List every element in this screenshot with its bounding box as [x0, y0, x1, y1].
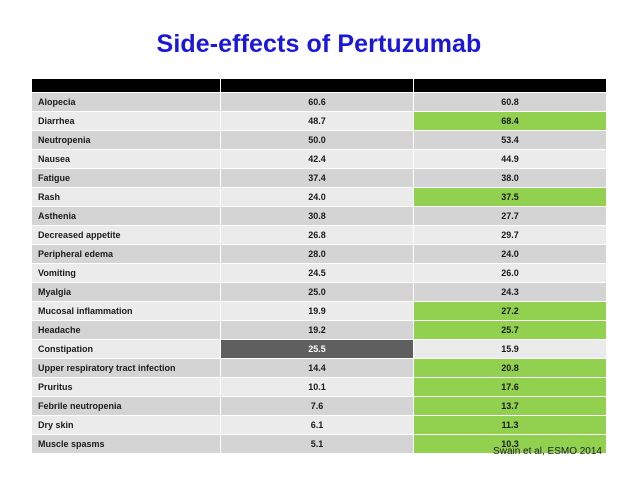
- table-row: Rash 24.0 37.5: [32, 188, 606, 207]
- header-cell-pertuzumab: [413, 79, 606, 92]
- adverse-event-name: Decreased appetite: [32, 226, 220, 244]
- value-cell-col2: 5.1: [220, 435, 413, 453]
- citation-text: Swain et al, ESMO 2014: [493, 446, 602, 457]
- value-cell-col3: 27.7: [413, 207, 606, 225]
- value-cell-col2: 26.8: [220, 226, 413, 244]
- side-effects-table: Alopecia 60.6 60.8 Diarrhea 48.7 68.4 Neutrope…: [32, 79, 606, 454]
- value-cell-col3: 38.0: [413, 169, 606, 187]
- adverse-event-name: Rash: [32, 188, 220, 206]
- value-cell-col2: 24.5: [220, 264, 413, 282]
- adverse-event-name: Asthenia: [32, 207, 220, 225]
- table-row: Vomiting 24.5 26.0: [32, 264, 606, 283]
- value-cell-col3: 60.8: [413, 93, 606, 111]
- value-cell-col3: 27.2: [413, 302, 606, 320]
- adverse-event-name: Constipation: [32, 340, 220, 358]
- adverse-event-name: Dry skin: [32, 416, 220, 434]
- value-cell-col2: 24.0: [220, 188, 413, 206]
- value-cell-col2: 42.4: [220, 150, 413, 168]
- value-cell-col3: 20.8: [413, 359, 606, 377]
- value-cell-col2: 37.4: [220, 169, 413, 187]
- value-cell-col2: 25.0: [220, 283, 413, 301]
- table-row: Neutropenia 50.0 53.4: [32, 131, 606, 150]
- value-cell-col3: 25.7: [413, 321, 606, 339]
- value-cell-col2: 30.8: [220, 207, 413, 225]
- adverse-event-name: Fatigue: [32, 169, 220, 187]
- table-row: Pruritus 10.1 17.6: [32, 378, 606, 397]
- table-row: Febrile neutropenia 7.6 13.7: [32, 397, 606, 416]
- value-cell-col2: 10.1: [220, 378, 413, 396]
- value-cell-col3: 53.4: [413, 131, 606, 149]
- value-cell-col3: 26.0: [413, 264, 606, 282]
- adverse-event-name: Neutropenia: [32, 131, 220, 149]
- value-cell-col3: 29.7: [413, 226, 606, 244]
- table-row: Myalgia 25.0 24.3: [32, 283, 606, 302]
- table-row: Alopecia 60.6 60.8: [32, 93, 606, 112]
- table-row: Asthenia 30.8 27.7: [32, 207, 606, 226]
- table-row: Muscle spasms 5.1 10.3: [32, 435, 606, 454]
- table-row: Constipation 25.5 15.9: [32, 340, 606, 359]
- value-cell-col3: 37.5: [413, 188, 606, 206]
- table-header-row: [32, 79, 606, 93]
- table-row: Mucosal inflammation 19.9 27.2: [32, 302, 606, 321]
- table-body: Alopecia 60.6 60.8 Diarrhea 48.7 68.4 Neutrope…: [32, 93, 606, 454]
- adverse-event-name: Muscle spasms: [32, 435, 220, 453]
- adverse-event-name: Nausea: [32, 150, 220, 168]
- value-cell-col2: 28.0: [220, 245, 413, 263]
- value-cell-col2: 7.6: [220, 397, 413, 415]
- table-row: Dry skin 6.1 11.3: [32, 416, 606, 435]
- table-row: Nausea 42.4 44.9: [32, 150, 606, 169]
- value-cell-col3: 11.3: [413, 416, 606, 434]
- header-cell-placebo: [220, 79, 413, 92]
- value-cell-col2: 25.5: [220, 340, 413, 358]
- value-cell-col3: 24.3: [413, 283, 606, 301]
- table-row: Decreased appetite 26.8 29.7: [32, 226, 606, 245]
- value-cell-col3: 68.4: [413, 112, 606, 130]
- table-row: Diarrhea 48.7 68.4: [32, 112, 606, 131]
- adverse-event-name: Pruritus: [32, 378, 220, 396]
- table-row: Upper respiratory tract infection 14.4 20.…: [32, 359, 606, 378]
- adverse-event-name: Febrile neutropenia: [32, 397, 220, 415]
- slide-title: Side-effects of Pertuzumab: [156, 30, 482, 58]
- value-cell-col3: 44.9: [413, 150, 606, 168]
- table-row: Fatigue 37.4 38.0: [32, 169, 606, 188]
- adverse-event-name: Peripheral edema: [32, 245, 220, 263]
- value-cell-col3: 24.0: [413, 245, 606, 263]
- adverse-event-name: Diarrhea: [32, 112, 220, 130]
- adverse-event-name: Upper respiratory tract infection: [32, 359, 220, 377]
- value-cell-col3: 15.9: [413, 340, 606, 358]
- table-row: Peripheral edema 28.0 24.0: [32, 245, 606, 264]
- adverse-event-name: Myalgia: [32, 283, 220, 301]
- value-cell-col3: 10.3: [413, 435, 606, 453]
- value-cell-col2: 50.0: [220, 131, 413, 149]
- table-row: Headache 19.2 25.7: [32, 321, 606, 340]
- value-cell-col2: 19.9: [220, 302, 413, 320]
- value-cell-col3: 17.6: [413, 378, 606, 396]
- adverse-event-name: Vomiting: [32, 264, 220, 282]
- header-cell-adverse-event: [32, 79, 220, 92]
- adverse-event-name: Mucosal inflammation: [32, 302, 220, 320]
- value-cell-col2: 60.6: [220, 93, 413, 111]
- value-cell-col3: 13.7: [413, 397, 606, 415]
- value-cell-col2: 14.4: [220, 359, 413, 377]
- adverse-event-name: Headache: [32, 321, 220, 339]
- value-cell-col2: 6.1: [220, 416, 413, 434]
- value-cell-col2: 19.2: [220, 321, 413, 339]
- value-cell-col2: 48.7: [220, 112, 413, 130]
- adverse-event-name: Alopecia: [32, 93, 220, 111]
